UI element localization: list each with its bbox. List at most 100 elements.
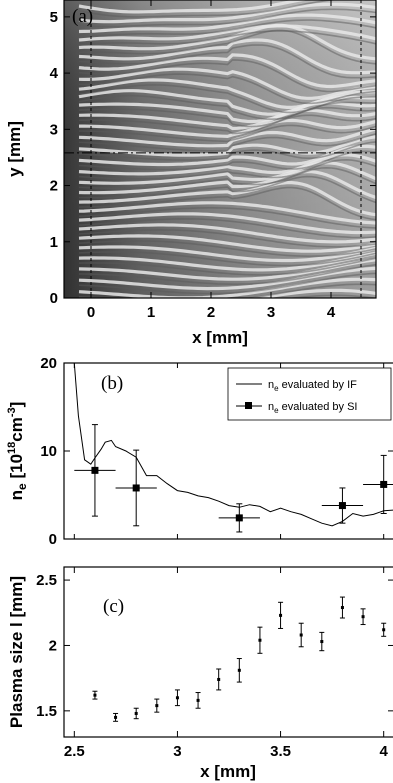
panel-c-axes: 2.5 3 3.5 4 1.5 2 2.5 xyxy=(36,567,393,760)
y-tick-label: 20 xyxy=(40,355,57,372)
fringe xyxy=(78,2,376,24)
panel-a-x-axis-title: x [mm] xyxy=(192,328,248,347)
legend-entry-si: ne evaluated by SI xyxy=(268,401,357,415)
fringe xyxy=(78,223,376,244)
fringe xyxy=(78,127,376,148)
x-tick-label: 2 xyxy=(207,304,215,321)
fringe-dark xyxy=(79,124,376,143)
panel-a-label: (a) xyxy=(72,6,93,27)
fringe-dark xyxy=(78,59,376,93)
y-tick-label: 2.5 xyxy=(36,572,57,589)
x-tick-label: 3.5 xyxy=(270,743,291,760)
panel-b-label: (b) xyxy=(101,373,123,394)
fringe-dark xyxy=(78,240,376,257)
fringe xyxy=(248,288,376,298)
data-point xyxy=(258,638,262,642)
legend-square-marker xyxy=(245,402,252,409)
data-point xyxy=(196,698,200,702)
legend-box xyxy=(227,367,392,421)
panel-a: 0 1 2 3 4 0 1 2 3 4 5 (a) x [mm] y [mm] xyxy=(5,0,377,347)
data-point xyxy=(93,693,97,697)
fringe-dark xyxy=(78,207,376,229)
data-point xyxy=(114,715,118,719)
data-point xyxy=(155,704,159,708)
data-point xyxy=(320,640,324,644)
fringe-dark xyxy=(78,29,376,65)
fringe xyxy=(78,23,376,61)
fringe-dark xyxy=(78,283,376,298)
legend: ne evaluated by IF ne evaluated by SI xyxy=(227,367,392,421)
fringe xyxy=(78,169,376,200)
reference-lines xyxy=(64,0,376,298)
x-tick-label: 4 xyxy=(380,743,389,760)
fringe-dark xyxy=(78,166,376,190)
fringe-dark xyxy=(78,106,376,128)
x-tick-label: 2.5 xyxy=(64,743,85,760)
x-tick-label: 1 xyxy=(147,304,155,321)
fringe xyxy=(78,0,309,14)
si-data-point xyxy=(338,502,346,510)
fringe xyxy=(78,13,376,34)
panel-b: 0 10 20 (b) ne evaluated by IF ne evaluate… xyxy=(6,355,393,548)
data-point xyxy=(361,615,365,619)
fringe-dark xyxy=(78,8,376,28)
fringe-dark xyxy=(78,251,376,267)
x-tick-label: 0 xyxy=(87,304,95,321)
fringe-dark xyxy=(78,257,376,276)
fringe xyxy=(78,181,376,217)
fringe-dark xyxy=(78,133,376,152)
series-si-points xyxy=(74,424,393,533)
fringe-dark xyxy=(78,19,376,38)
fringe-dark xyxy=(287,294,376,298)
panel-a-y-axis-title: y [mm] xyxy=(5,121,24,177)
fringe-dark xyxy=(78,175,376,204)
fringe xyxy=(78,89,376,116)
si-data-point xyxy=(91,466,99,474)
data-point xyxy=(217,677,221,681)
si-data-point xyxy=(132,484,140,492)
fringe-dark xyxy=(78,186,376,221)
panel-c-frame xyxy=(63,566,393,738)
fringe-dark xyxy=(78,73,376,105)
x-tick-label: 3 xyxy=(267,304,275,321)
fringe xyxy=(78,38,376,75)
y-tick-label: 1.5 xyxy=(36,703,57,720)
data-point xyxy=(340,606,344,610)
panel-b-axes: 0 10 20 xyxy=(40,355,393,548)
data-point xyxy=(237,668,241,672)
fringe xyxy=(78,234,376,253)
fringe-dark xyxy=(78,94,376,121)
series-plasma-size-points xyxy=(92,596,387,722)
fringe-dark xyxy=(78,272,376,295)
panel-b-y-axis-title: ne [1018cm-3] xyxy=(6,402,29,501)
fringe-dark xyxy=(78,141,376,161)
y-tick-label: 1 xyxy=(50,234,58,251)
fringe-dark xyxy=(78,30,376,46)
fringe xyxy=(78,245,376,263)
fringe-dark xyxy=(78,114,376,135)
panel-c-x-axis-title: x [mm] xyxy=(200,762,256,781)
y-tick-label: 2 xyxy=(50,178,58,195)
panel-c-y-axis-title: Plasma size l [mm] xyxy=(7,576,26,728)
fringe-dark xyxy=(78,150,376,171)
data-point xyxy=(134,711,138,715)
panel-a-axes: 0 1 2 3 4 0 1 2 3 4 5 xyxy=(50,0,376,321)
y-tick-label: 4 xyxy=(50,65,59,82)
fringe xyxy=(78,101,376,124)
series-if-line xyxy=(73,363,393,527)
legend-entry-if: ne evaluated by IF xyxy=(268,379,357,393)
fringe xyxy=(78,67,376,100)
y-tick-label: 0 xyxy=(50,290,58,307)
fringe xyxy=(78,201,376,225)
fringe-dark xyxy=(78,44,376,79)
fringe xyxy=(78,24,376,42)
y-tick-label: 3 xyxy=(50,121,58,138)
panel-c-label: (c) xyxy=(103,596,124,617)
fringe-dark xyxy=(78,218,376,239)
data-point xyxy=(175,696,179,700)
fringe xyxy=(78,212,376,235)
data-point xyxy=(279,613,283,617)
data-point xyxy=(299,633,303,637)
fringe-dark xyxy=(78,229,376,248)
